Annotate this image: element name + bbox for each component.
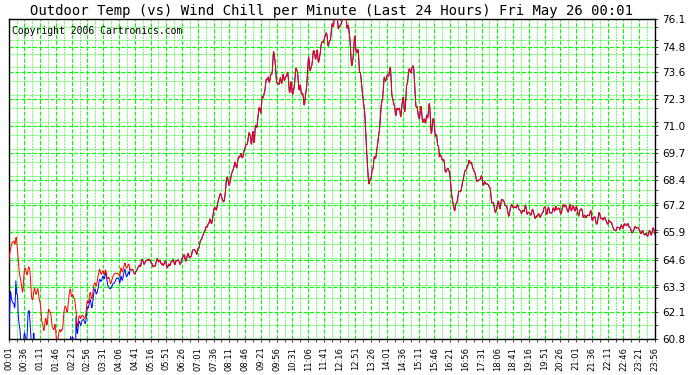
Title: Outdoor Temp (vs) Wind Chill per Minute (Last 24 Hours) Fri May 26 00:01: Outdoor Temp (vs) Wind Chill per Minute …: [30, 4, 633, 18]
Text: Copyright 2006 Cartronics.com: Copyright 2006 Cartronics.com: [12, 26, 182, 36]
